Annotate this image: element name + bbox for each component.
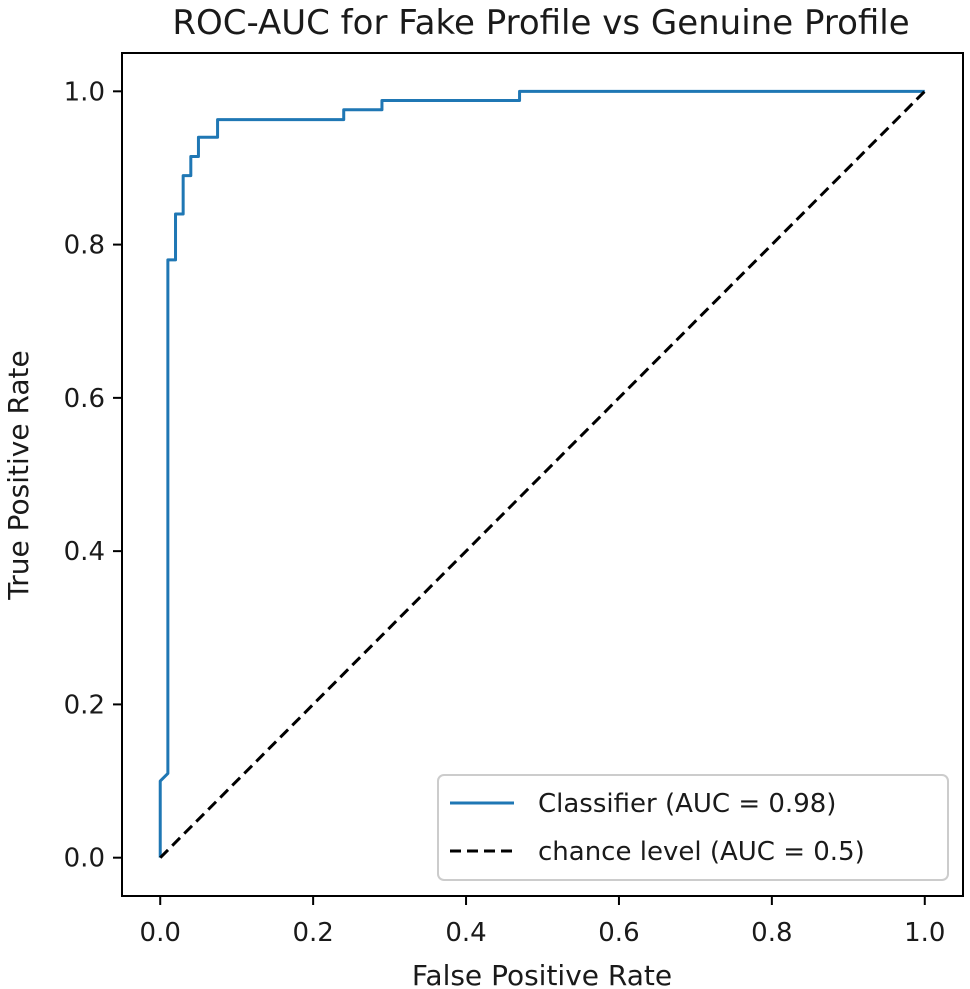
plot-frame	[121, 52, 964, 897]
x-tick-label: 0.8	[751, 918, 792, 948]
x-axis-label: False Positive Rate	[412, 959, 672, 989]
y-tick-label: 1.0	[64, 77, 105, 107]
y-tick-label: 0.0	[64, 844, 105, 874]
y-tick-label: 0.2	[64, 690, 105, 720]
y-axis-label: True Positive Rate	[2, 350, 35, 600]
y-tick-label: 0.8	[64, 231, 105, 261]
x-tick-label: 0.0	[140, 918, 181, 948]
x-axis-ticks: 0.0 0.2 0.4 0.6 0.8 1.0	[140, 896, 945, 948]
chart-title: ROC-AUC for Fake Profile vs Genuine Prof…	[172, 3, 909, 43]
series-line-classifier	[158, 89, 925, 858]
x-tick-label: 1.0	[904, 918, 945, 948]
y-tick-label: 0.6	[64, 384, 105, 414]
legend-box	[437, 774, 949, 881]
x-tick-label: 0.4	[445, 918, 486, 948]
y-tick-label: 0.4	[64, 537, 105, 567]
legend: Classifier (AUC = 0.98) chance level (AU…	[437, 774, 949, 881]
x-tick-label: 0.6	[598, 918, 639, 948]
series-layer	[158, 89, 926, 859]
legend-label-chance-level: chance level (AUC = 0.5)	[538, 837, 865, 867]
plot-area	[121, 52, 964, 897]
x-tick-label: 0.2	[292, 918, 333, 948]
legend-label-classifier: Classifier (AUC = 0.98)	[538, 789, 836, 819]
y-axis-ticks: 0.0 0.2 0.4 0.6 0.8 1.0	[64, 77, 122, 874]
series-line-chance-level	[159, 90, 926, 859]
